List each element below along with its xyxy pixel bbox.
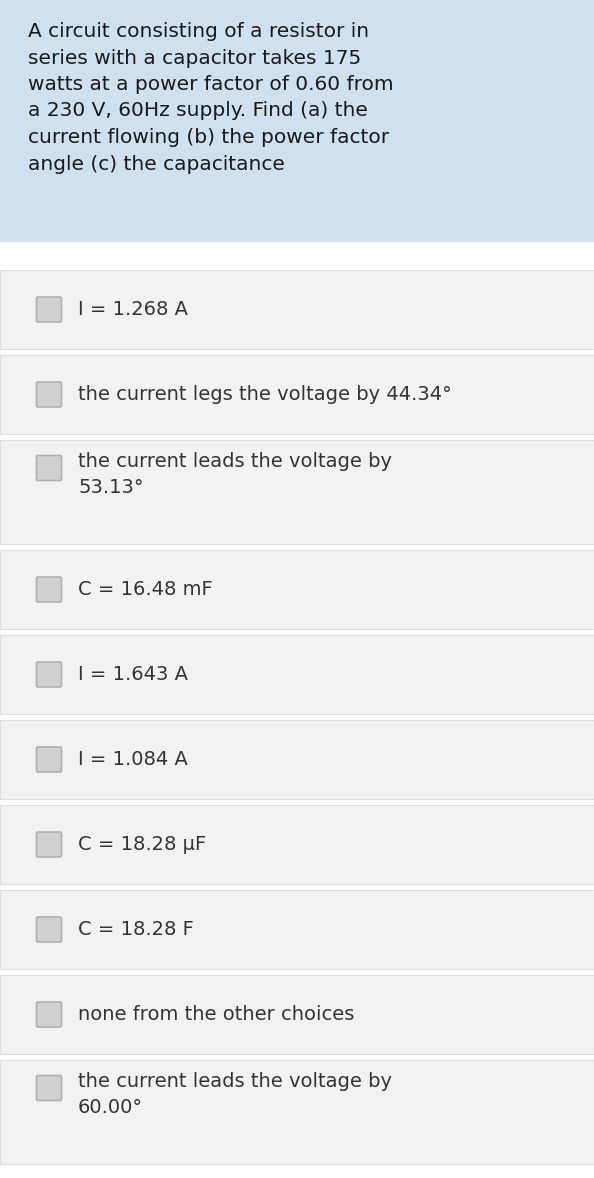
Bar xyxy=(0,720,594,799)
Bar xyxy=(0,635,594,714)
Text: I = 1.268 A: I = 1.268 A xyxy=(78,300,188,319)
Bar xyxy=(0,441,594,544)
FancyBboxPatch shape xyxy=(36,456,62,481)
FancyBboxPatch shape xyxy=(36,1076,62,1100)
Bar xyxy=(0,891,594,969)
FancyBboxPatch shape xyxy=(36,916,62,942)
Text: the current leads the voltage by
53.13°: the current leads the voltage by 53.13° xyxy=(78,452,392,497)
Text: the current leads the voltage by
60.00°: the current leads the voltage by 60.00° xyxy=(78,1072,392,1117)
Bar xyxy=(0,550,594,629)
Text: I = 1.084 A: I = 1.084 A xyxy=(78,750,188,769)
FancyBboxPatch shape xyxy=(36,1002,62,1027)
Text: the current legs the voltage by 44.34°: the current legs the voltage by 44.34° xyxy=(78,385,452,404)
Bar xyxy=(0,805,594,884)
FancyBboxPatch shape xyxy=(36,297,62,322)
Text: C = 18.28 μF: C = 18.28 μF xyxy=(78,835,206,854)
Text: none from the other choices: none from the other choices xyxy=(78,1005,355,1024)
FancyBboxPatch shape xyxy=(36,577,62,602)
Bar xyxy=(0,270,594,349)
FancyBboxPatch shape xyxy=(36,662,62,687)
FancyBboxPatch shape xyxy=(36,382,62,408)
FancyBboxPatch shape xyxy=(36,832,62,858)
Bar xyxy=(0,0,594,241)
Bar xyxy=(0,1060,594,1164)
FancyBboxPatch shape xyxy=(36,747,62,772)
Text: C = 18.28 F: C = 18.28 F xyxy=(78,920,194,939)
Bar xyxy=(0,975,594,1054)
Text: I = 1.643 A: I = 1.643 A xyxy=(78,666,188,684)
Text: C = 16.48 mF: C = 16.48 mF xyxy=(78,580,213,598)
Text: A circuit consisting of a resistor in
series with a capacitor takes 175
watts at: A circuit consisting of a resistor in se… xyxy=(28,22,394,173)
Bar xyxy=(0,355,594,434)
